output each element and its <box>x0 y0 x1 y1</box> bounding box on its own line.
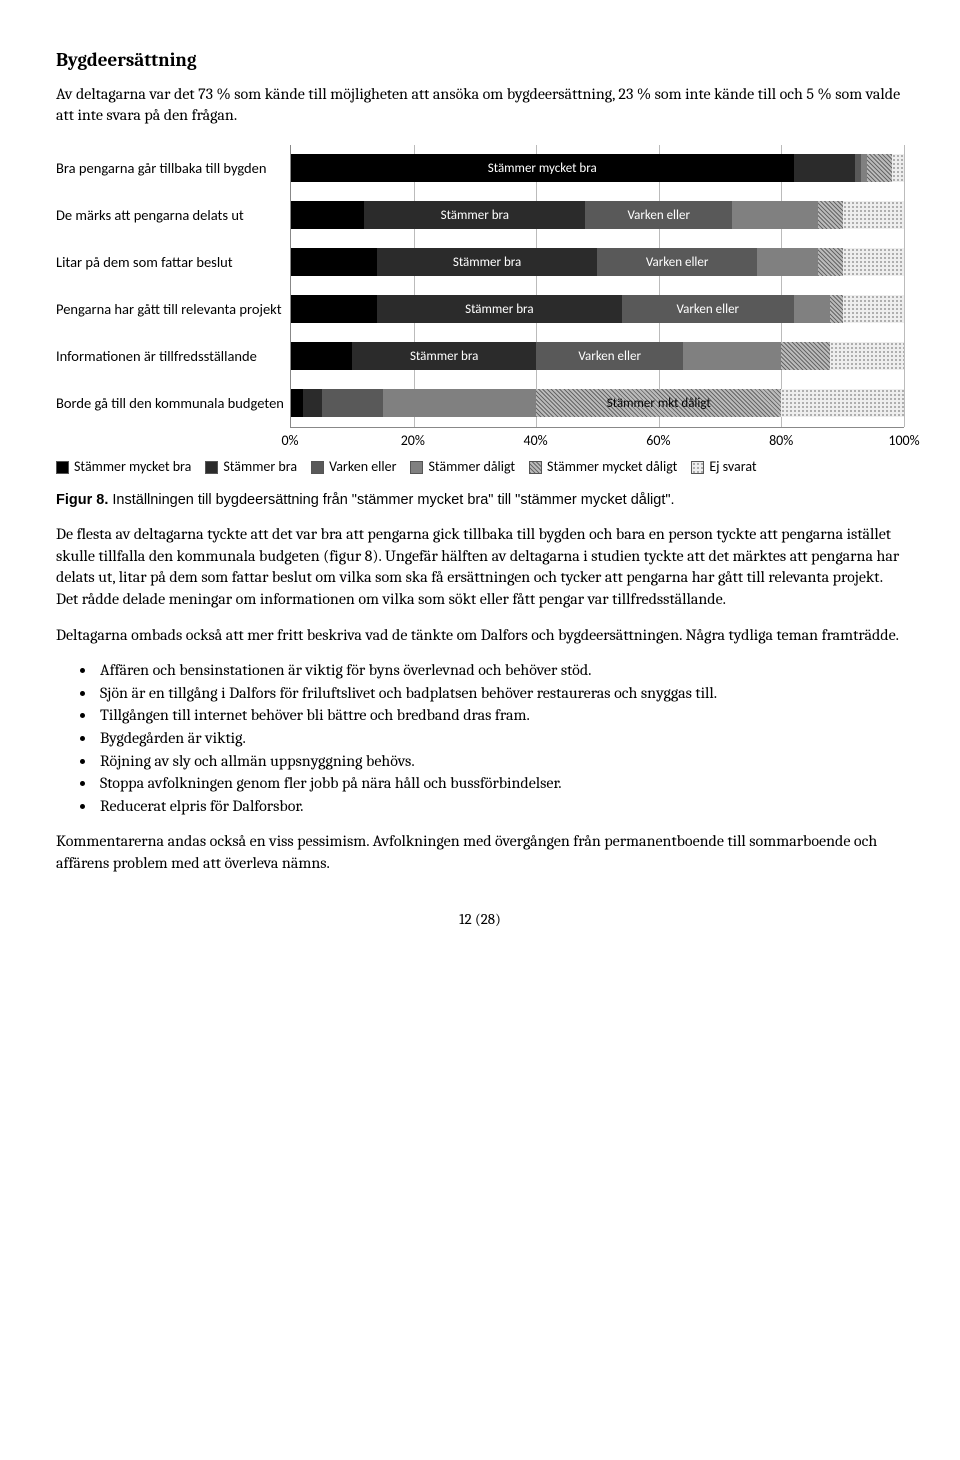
figure-caption: Figur 8. Inställningen till bygdeersättn… <box>56 491 904 511</box>
legend-item: Varken eller <box>311 458 396 477</box>
chart-x-axis: 0%20%40%60%80%100% <box>56 432 904 450</box>
chart-y-label: Bra pengarna går tillbaka till bygden <box>56 145 284 192</box>
stacked-bar-chart: Bra pengarna går tillbaka till bygdenDe … <box>56 145 904 428</box>
chart-x-tick: 20% <box>401 432 425 451</box>
chart-y-label: Borde gå till den kommunala budgeten <box>56 380 284 427</box>
legend-item: Stämmer mycket dåligt <box>529 458 677 477</box>
chart-plot-area: Stämmer mycket braStämmer braVarken elle… <box>290 145 904 428</box>
chart-segment: Varken eller <box>622 295 794 323</box>
chart-bar: Stämmer braVarken eller <box>291 342 904 370</box>
chart-bar: Stämmer braVarken eller <box>291 201 904 229</box>
chart-bar: Stämmer mycket bra <box>291 154 904 182</box>
chart-x-tick: 100% <box>888 432 919 451</box>
chart-segment: Varken eller <box>536 342 683 370</box>
chart-y-label: De märks att pengarna delats ut <box>56 192 284 239</box>
chart-segment <box>794 295 831 323</box>
chart-segment <box>322 389 383 417</box>
chart-segment: Stämmer bra <box>377 248 598 276</box>
chart-segment <box>843 201 904 229</box>
legend-item: Ej svarat <box>691 458 756 477</box>
chart-segment: Stämmer bra <box>352 342 536 370</box>
chart-segment <box>303 389 321 417</box>
chart-y-labels: Bra pengarna går tillbaka till bygdenDe … <box>56 145 290 428</box>
chart-segment: Stämmer mycket bra <box>291 154 794 182</box>
chart-segment <box>757 248 818 276</box>
chart-x-tick: 80% <box>769 432 793 451</box>
chart-segment <box>818 248 843 276</box>
list-item: Röjning av sly och allmän uppsnyggning b… <box>96 751 904 773</box>
chart-segment <box>291 201 365 229</box>
bullet-list: Affären och bensinstationen är viktig fö… <box>56 660 904 817</box>
list-item: Bygdegården är viktig. <box>96 728 904 750</box>
list-item: Stoppa avfolkningen genom fler jobb på n… <box>96 773 904 795</box>
list-item: Tillgången till internet behöver bli bät… <box>96 705 904 727</box>
body-para: Deltagarna ombads också att mer fritt be… <box>56 625 904 647</box>
chart-segment <box>818 201 843 229</box>
chart-segment <box>843 248 904 276</box>
list-item: Sjön är en tillgång i Dalfors för friluf… <box>96 683 904 705</box>
chart-segment <box>383 389 536 417</box>
chart-segment <box>291 342 352 370</box>
chart-segment <box>781 342 830 370</box>
legend-item: Stämmer mycket bra <box>56 458 191 477</box>
chart-segment <box>732 201 818 229</box>
chart-segment: Stämmer bra <box>364 201 585 229</box>
chart-segment <box>843 295 904 323</box>
chart-segment: Varken eller <box>585 201 732 229</box>
legend-item: Stämmer bra <box>205 458 297 477</box>
chart-segment <box>781 389 904 417</box>
chart-y-label: Pengarna har gått till relevanta projekt <box>56 286 284 333</box>
page-number: 12 (28) <box>56 909 904 929</box>
chart-bar: Stämmer braVarken eller <box>291 248 904 276</box>
chart-segment <box>291 295 377 323</box>
chart-segment <box>830 295 842 323</box>
chart-bar: Stämmer mkt dåligt <box>291 389 904 417</box>
chart-x-tick: 0% <box>281 432 298 451</box>
page-title: Bygdeersättning <box>56 48 904 74</box>
list-item: Affären och bensinstationen är viktig fö… <box>96 660 904 682</box>
chart-segment <box>683 342 781 370</box>
chart-segment <box>892 154 904 182</box>
chart-x-tick: 60% <box>646 432 670 451</box>
chart-segment: Stämmer bra <box>377 295 622 323</box>
body-para: Kommentarerna andas också en viss pessim… <box>56 831 904 874</box>
chart-segment <box>291 248 377 276</box>
chart-segment <box>794 154 855 182</box>
chart-figure: Bra pengarna går tillbaka till bygdenDe … <box>56 145 904 477</box>
body-para: De flesta av deltagarna tyckte att det v… <box>56 524 904 610</box>
intro-para: Av deltagarna var det 73 % som kände til… <box>56 84 904 127</box>
chart-legend: Stämmer mycket bra Stämmer bra Varken elle… <box>56 458 904 477</box>
chart-bar: Stämmer braVarken eller <box>291 295 904 323</box>
chart-segment <box>291 389 303 417</box>
chart-segment: Stämmer mkt dåligt <box>536 389 781 417</box>
chart-y-label: Informationen är tillfredsställande <box>56 333 284 380</box>
chart-y-label: Litar på dem som fattar beslut <box>56 239 284 286</box>
chart-segment: Varken eller <box>597 248 756 276</box>
chart-x-tick: 40% <box>523 432 547 451</box>
list-item: Reducerat elpris för Dalforsbor. <box>96 796 904 818</box>
chart-segment <box>867 154 892 182</box>
legend-item: Stämmer dåligt <box>410 458 515 477</box>
chart-segment <box>830 342 904 370</box>
